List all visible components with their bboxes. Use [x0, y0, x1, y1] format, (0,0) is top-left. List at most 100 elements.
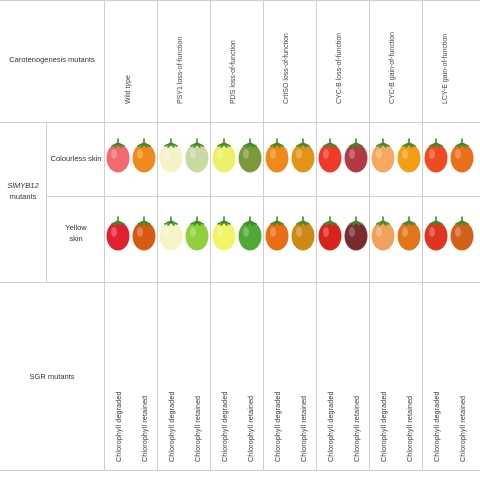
tomato-fruit-yellow-6 [238, 216, 262, 251]
fruit-body [450, 143, 474, 173]
fruit-highlight [402, 227, 408, 237]
myb12-group-label: SlMYB12 mutants [2, 180, 44, 202]
sgr-label: Chlorophyll degraded [275, 391, 282, 462]
fruit-body [424, 143, 448, 173]
fruit-stem [164, 138, 178, 148]
fruit-stem [296, 138, 310, 148]
yellow-word: Yellow [65, 223, 87, 232]
tomato-fruit-yellow-1 [106, 216, 130, 251]
fruit-body [265, 143, 289, 173]
fruit-highlight [243, 149, 249, 159]
fruit-highlight [429, 149, 435, 159]
sgr-label: Chlorophyll degraded [328, 391, 335, 462]
tomato-fruit-yellow-13 [424, 216, 448, 251]
fruit-highlight [349, 149, 355, 159]
fruit-highlight [190, 149, 196, 159]
fruit-stem [243, 138, 257, 148]
fruit-stem [243, 216, 257, 226]
sgr-label: Chlorophyll retained [354, 395, 361, 462]
tomato-fruit-colourless-2 [132, 138, 156, 173]
grid-line [210, 0, 211, 470]
fruit-body [238, 221, 262, 251]
tomato-fruit-colourless-14 [450, 138, 474, 173]
tomato-fruit-colourless-7 [265, 138, 289, 173]
fruit-highlight [455, 227, 461, 237]
fruit-stem [137, 216, 151, 226]
tomato-fruit-colourless-9 [318, 138, 342, 173]
grid-line [422, 0, 423, 470]
fruit-stem [323, 138, 337, 148]
sgr-label: Chlorophyll degraded [169, 391, 176, 462]
fruit-highlight [429, 227, 435, 237]
carotenogenesis-label: Carotenogenesis mutants [9, 55, 95, 64]
fruit-highlight [323, 227, 329, 237]
fruit-highlight [190, 227, 196, 237]
grid-line [0, 282, 480, 283]
sgr-label: Chlorophyll retained [248, 395, 255, 462]
fruit-body [291, 143, 315, 173]
fruit-body [212, 143, 236, 173]
fruit-body [265, 221, 289, 251]
fruit-highlight [137, 227, 143, 237]
column-header: PDS loss-of-function [230, 40, 237, 104]
fruit-body [106, 221, 130, 251]
fruit-stem [190, 138, 204, 148]
fruit-body [185, 221, 209, 251]
fruit-highlight [349, 227, 355, 237]
sgr-mutants-label: SGR mutants [29, 372, 75, 381]
fruit-stem [429, 138, 443, 148]
fruit-highlight [402, 149, 408, 159]
fruit-stem [137, 138, 151, 148]
grid-line [104, 0, 105, 470]
fruit-highlight [376, 227, 382, 237]
fruit-stem [429, 216, 443, 226]
fruit-body [344, 143, 368, 173]
fruit-body [159, 221, 183, 251]
column-header: CYC-B gain-of-function [389, 32, 396, 104]
fruit-highlight [164, 149, 170, 159]
fruit-highlight [217, 149, 223, 159]
myb12-mutants-word: mutants [9, 192, 37, 201]
sgr-label: Chlorophyll degraded [434, 391, 441, 462]
tomato-fruit-yellow-11 [371, 216, 395, 251]
grid-line [157, 0, 158, 470]
fruit-highlight [296, 227, 302, 237]
tomato-fruit-yellow-3 [159, 216, 183, 251]
tomato-fruit-colourless-6 [238, 138, 262, 173]
fruit-highlight [217, 227, 223, 237]
fruit-highlight [111, 149, 117, 159]
row-label-colourless-skin: Colourless skin [50, 154, 102, 163]
fruit-stem [164, 216, 178, 226]
tomato-fruit-yellow-5 [212, 216, 236, 251]
fruit-highlight [296, 149, 302, 159]
fruit-body [159, 143, 183, 173]
tomato-fruit-colourless-3 [159, 138, 183, 173]
tomato-fruit-yellow-2 [132, 216, 156, 251]
tomato-fruit-yellow-7 [265, 216, 289, 251]
fruit-body [318, 221, 342, 251]
tomato-fruit-colourless-1 [106, 138, 130, 173]
sgr-label: Chlorophyll retained [195, 395, 202, 462]
fruit-body [212, 221, 236, 251]
sgr-label: Chlorophyll degraded [116, 391, 123, 462]
fruit-highlight [376, 149, 382, 159]
grid-line [0, 470, 480, 471]
column-header: CYC-B loss-of-function [336, 32, 343, 104]
fruit-highlight [137, 149, 143, 159]
row-label-yellow-skin: Yellow skin [48, 222, 104, 244]
sgr-label: Chlorophyll retained [407, 395, 414, 462]
tomato-fruit-colourless-4 [185, 138, 209, 173]
fruit-stem [455, 216, 469, 226]
sgr-label: Chlorophyll degraded [381, 391, 388, 462]
fruit-highlight [164, 227, 170, 237]
grid-line [0, 0, 480, 1]
fruit-stem [402, 216, 416, 226]
tomato-fruit-colourless-5 [212, 138, 236, 173]
fruit-stem [349, 138, 363, 148]
column-header: PSY1 loss-of-function [177, 36, 184, 104]
fruit-body [291, 221, 315, 251]
tomato-fruit-colourless-8 [291, 138, 315, 173]
grid-line [263, 0, 264, 470]
fruit-body [397, 221, 421, 251]
grid-line [316, 0, 317, 470]
